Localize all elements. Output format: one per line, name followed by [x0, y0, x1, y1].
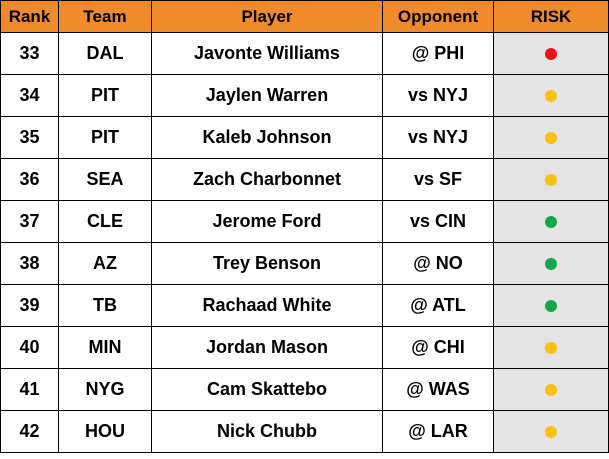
opponent-cell: @ LAR	[382, 410, 494, 453]
table-row: 33 DAL Javonte Williams @ PHI	[0, 32, 609, 75]
table-row: 40 MIN Jordan Mason @ CHI	[0, 326, 609, 369]
risk-indicator-icon	[545, 300, 557, 313]
risk-cell	[493, 326, 609, 369]
risk-indicator-icon	[545, 384, 557, 397]
player-cell: Zach Charbonnet	[151, 158, 383, 201]
team-cell: HOU	[58, 410, 152, 453]
opponent-cell: @ CHI	[382, 326, 494, 369]
team-cell: NYG	[58, 368, 152, 411]
opponent-cell: @ NO	[382, 242, 494, 285]
player-cell: Nick Chubb	[151, 410, 383, 453]
risk-cell	[493, 200, 609, 243]
team-cell: PIT	[58, 116, 152, 159]
table-row: 35 PIT Kaleb Johnson vs NYJ	[0, 116, 609, 159]
team-cell: MIN	[58, 326, 152, 369]
risk-cell	[493, 116, 609, 159]
rank-cell: 36	[0, 158, 59, 201]
table-row: 36 SEA Zach Charbonnet vs SF	[0, 158, 609, 201]
player-cell: Rachaad White	[151, 284, 383, 327]
table-row: 41 NYG Cam Skattebo @ WAS	[0, 368, 609, 411]
table-row: 39 TB Rachaad White @ ATL	[0, 284, 609, 327]
rank-cell: 34	[0, 74, 59, 117]
risk-cell	[493, 74, 609, 117]
risk-indicator-icon	[545, 48, 557, 61]
team-cell: DAL	[58, 32, 152, 75]
team-cell: CLE	[58, 200, 152, 243]
player-cell: Jaylen Warren	[151, 74, 383, 117]
table-row: 37 CLE Jerome Ford vs CIN	[0, 200, 609, 243]
rank-cell: 39	[0, 284, 59, 327]
risk-indicator-icon	[545, 132, 557, 145]
header-risk: RISK	[493, 0, 609, 33]
rank-cell: 42	[0, 410, 59, 453]
risk-cell	[493, 284, 609, 327]
player-cell: Cam Skattebo	[151, 368, 383, 411]
rank-cell: 37	[0, 200, 59, 243]
risk-indicator-icon	[545, 90, 557, 103]
table-body: 33 DAL Javonte Williams @ PHI 34 PIT Jaylen Wa…	[0, 32, 609, 453]
opponent-cell: vs NYJ	[382, 116, 494, 159]
team-cell: PIT	[58, 74, 152, 117]
team-cell: TB	[58, 284, 152, 327]
rank-cell: 41	[0, 368, 59, 411]
risk-indicator-icon	[545, 426, 557, 439]
opponent-cell: vs NYJ	[382, 74, 494, 117]
rank-cell: 33	[0, 32, 59, 75]
risk-indicator-icon	[545, 342, 557, 355]
rank-cell: 38	[0, 242, 59, 285]
opponent-cell: @ WAS	[382, 368, 494, 411]
rank-cell: 40	[0, 326, 59, 369]
table-row: 38 AZ Trey Benson @ NO	[0, 242, 609, 285]
risk-cell	[493, 158, 609, 201]
player-cell: Trey Benson	[151, 242, 383, 285]
table-row: 42 HOU Nick Chubb @ LAR	[0, 410, 609, 453]
risk-indicator-icon	[545, 174, 557, 187]
header-row: Rank Team Player Opponent RISK	[0, 0, 609, 33]
team-cell: SEA	[58, 158, 152, 201]
risk-cell	[493, 32, 609, 75]
table-header: Rank Team Player Opponent RISK	[0, 0, 609, 33]
header-player: Player	[151, 0, 383, 33]
opponent-cell: @ PHI	[382, 32, 494, 75]
risk-cell	[493, 242, 609, 285]
header-opponent: Opponent	[382, 0, 494, 33]
opponent-cell: vs SF	[382, 158, 494, 201]
player-cell: Kaleb Johnson	[151, 116, 383, 159]
risk-cell	[493, 368, 609, 411]
opponent-cell: vs CIN	[382, 200, 494, 243]
team-cell: AZ	[58, 242, 152, 285]
player-cell: Jerome Ford	[151, 200, 383, 243]
rank-cell: 35	[0, 116, 59, 159]
risk-indicator-icon	[545, 216, 557, 229]
header-team: Team	[58, 0, 152, 33]
header-rank: Rank	[0, 0, 59, 33]
player-cell: Jordan Mason	[151, 326, 383, 369]
risk-cell	[493, 410, 609, 453]
player-cell: Javonte Williams	[151, 32, 383, 75]
table-row: 34 PIT Jaylen Warren vs NYJ	[0, 74, 609, 117]
opponent-cell: @ ATL	[382, 284, 494, 327]
risk-indicator-icon	[545, 258, 557, 271]
